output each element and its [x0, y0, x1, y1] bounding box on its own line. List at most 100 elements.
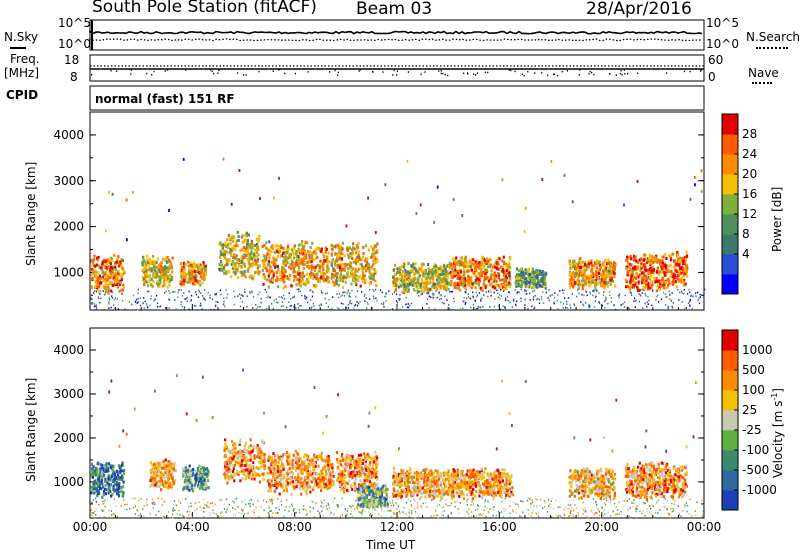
power-echo-cell: [337, 283, 340, 287]
velocity-scatter-point: [696, 501, 698, 503]
velocity-scatter-point: [223, 503, 225, 505]
power-scatter-point: [177, 296, 179, 299]
velocity-scatter-point: [673, 503, 675, 505]
velocity-scatter-point: [559, 515, 562, 518]
power-echo-cell: [299, 261, 302, 265]
power-echo-cell: [354, 270, 357, 274]
power-echo-cell: [341, 279, 345, 283]
power-echo-cell: [584, 281, 588, 285]
freq-dropout-mark: [593, 73, 595, 76]
power-echo-cell: [277, 268, 280, 272]
power-echo-cell: [625, 258, 628, 262]
power-echo-cell: [658, 272, 661, 276]
power-echo-cell: [257, 246, 260, 250]
power-echo-cell: [298, 243, 301, 247]
power-echo-cell: [466, 265, 469, 268]
power-echo-cell: [423, 287, 426, 291]
power-echo-cell: [231, 234, 234, 238]
power-echo-cell: [683, 278, 686, 282]
power-echo-cell: [270, 260, 273, 264]
power-scatter-point: [624, 306, 626, 308]
power-echo-cell: [167, 266, 171, 270]
power-echo-cell: [262, 272, 265, 276]
velocity-scatter-point: [635, 508, 637, 511]
power-echo-cell: [605, 269, 608, 273]
power-scatter-point: [704, 288, 706, 291]
power-echo-cell: [408, 274, 411, 278]
power-echo-cell: [438, 280, 441, 284]
nsearch-legend-line: [756, 47, 788, 49]
power-scatter-point: [631, 294, 633, 296]
power-echo-cell: [242, 246, 245, 249]
power-echo-cell: [262, 254, 266, 258]
power-scatter-point: [589, 291, 591, 294]
power-echo-cell: [282, 246, 285, 250]
power-echo-cell: [467, 275, 470, 279]
power-echo-cell: [224, 263, 227, 267]
velocity-scatter-point: [270, 498, 272, 501]
velocity-scatter-point: [529, 506, 531, 509]
power-scatter-point: [628, 308, 630, 310]
power-echo-cell: [419, 285, 422, 289]
power-echo-cell: [602, 285, 605, 289]
power-scatter-point: [197, 296, 200, 298]
power-echo-cell: [470, 265, 473, 269]
velocity-scatter-point: [627, 508, 629, 510]
power-echo-cell: [295, 260, 298, 264]
power-echo-cell: [581, 287, 584, 291]
velocity-scatter-point: [657, 512, 659, 514]
power-echo-cell: [408, 282, 411, 286]
power-echo-cell: [284, 270, 287, 274]
freq-dropout-mark: [382, 71, 384, 73]
power-scatter-point: [159, 305, 161, 308]
power-echo-cell: [319, 280, 322, 284]
velocity-echo-cell: [91, 469, 94, 473]
power-scatter-point: [602, 294, 605, 297]
power-echo-cell: [145, 280, 148, 284]
power-echo-cell: [405, 284, 408, 288]
velocity-scatter-point: [663, 506, 665, 508]
power-scatter-point: [396, 301, 399, 304]
power-echo-cell: [340, 257, 343, 261]
power-echo-cell: [190, 264, 193, 268]
velocity-scatter-point: [139, 513, 142, 515]
power-scatter-point: [375, 297, 377, 299]
velocity-scatter-point: [336, 505, 339, 507]
freq-dropout-mark: [258, 70, 260, 73]
power-echo-cell: [331, 258, 334, 262]
power-scatter-point: [281, 297, 284, 299]
freq-dropout-mark: [185, 69, 187, 71]
power-echo-cell: [351, 274, 354, 278]
power-echo-cell: [261, 268, 264, 272]
power-scatter-point: [359, 300, 361, 303]
power-scatter-point: [199, 305, 201, 307]
freq-dropout-mark: [272, 70, 274, 72]
power-echo-cell: [683, 283, 686, 287]
power-sparse-echo: [111, 192, 114, 196]
power-echo-cell: [268, 248, 271, 252]
power-echo-cell: [373, 244, 376, 248]
power-echo-cell: [627, 256, 630, 260]
power-echo-cell: [677, 274, 680, 277]
power-echo-cell: [354, 277, 357, 281]
power-colorbar-tick-label: 4: [742, 247, 750, 261]
power-echo-cell: [344, 280, 347, 284]
power-scatter-point: [600, 304, 602, 307]
power-echo-cell: [331, 248, 334, 251]
power-scatter-point: [268, 305, 270, 307]
velocity-scatter-point: [226, 509, 228, 511]
power-echo-cell: [679, 266, 682, 270]
power-echo-cell: [501, 278, 504, 282]
velocity-scatter-point: [205, 504, 208, 507]
velocity-scatter-point: [407, 499, 409, 501]
power-scatter-point: [260, 302, 262, 304]
velocity-scatter-point: [151, 498, 154, 501]
power-echo-cell: [480, 272, 483, 275]
power-scatter-point: [395, 300, 398, 302]
power-sparse-echo: [501, 178, 504, 182]
power-echo-cell: [102, 284, 105, 288]
power-scatter-point: [404, 303, 407, 306]
power-echo-cell: [269, 280, 272, 284]
velocity-scatter-point: [677, 505, 679, 507]
velocity-scatter-point: [244, 513, 246, 515]
